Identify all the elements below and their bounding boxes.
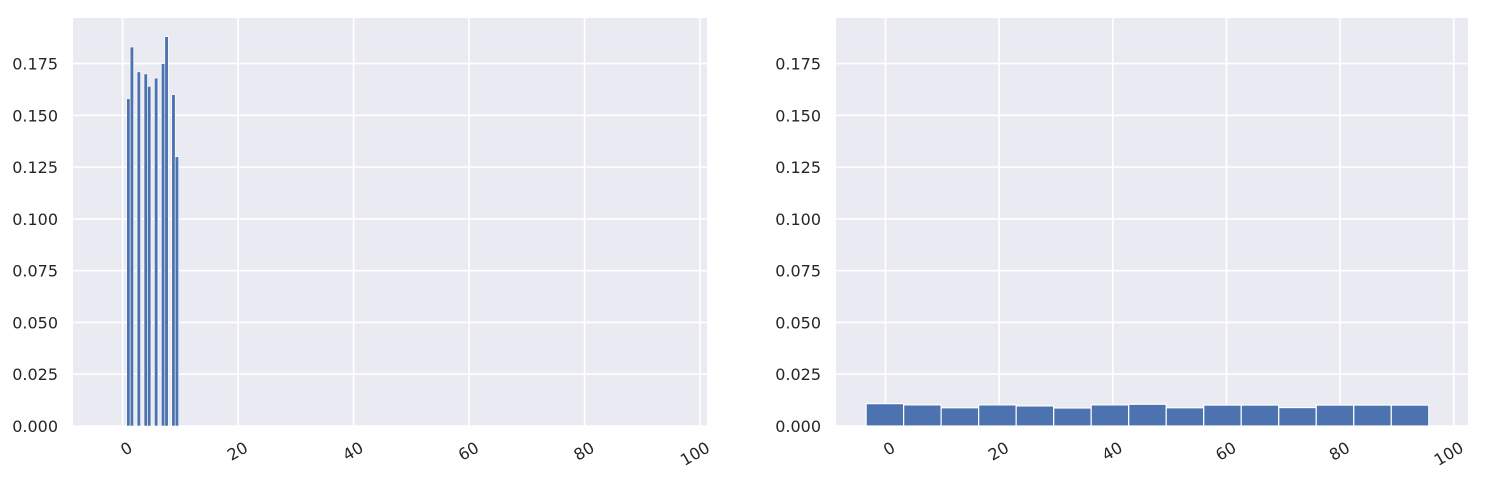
x-tick-label: 100 [1431, 438, 1467, 470]
x-tick-label: 80 [570, 438, 597, 465]
bar [1090, 404, 1130, 427]
bar [147, 86, 152, 427]
y-tick-label: 0.150 [12, 106, 58, 125]
histogram-left: 0.000 0.025 0.050 0.075 0.100 0.125 0.150 0.175… [12, 18, 713, 470]
plot-area [836, 18, 1468, 426]
bar [174, 156, 179, 427]
bar [1240, 404, 1280, 427]
bar [154, 77, 159, 427]
y-tick-label: 0.075 [775, 262, 821, 281]
y-tick-label: 0.100 [12, 210, 58, 229]
y-tick-label: 0.175 [12, 55, 58, 74]
y-tick-label: 0.175 [775, 55, 821, 74]
y-tick-label: 0.050 [12, 313, 58, 332]
x-tick-label: 40 [339, 438, 366, 465]
bar [1015, 405, 1055, 427]
bar [1203, 404, 1242, 427]
bar [1278, 406, 1317, 427]
x-tick-label: 40 [1099, 438, 1126, 465]
y-tick-label: 0.100 [775, 210, 821, 229]
x-tick-label: 20 [985, 438, 1012, 465]
bar [1053, 407, 1092, 427]
bar [126, 98, 131, 427]
bar [903, 404, 942, 427]
histogram-right: 0.000 0.025 0.050 0.075 0.100 0.125 0.150 0.175… [775, 18, 1468, 470]
x-tick-label: 0 [117, 438, 135, 460]
y-tick-label: 0.000 [12, 417, 58, 436]
y-tick-label: 0.125 [12, 158, 58, 177]
bar [978, 404, 1017, 427]
x-tick-label: 20 [224, 438, 251, 465]
bar [1165, 407, 1205, 427]
x-tick-label: 60 [455, 438, 482, 465]
y-tick-label: 0.025 [12, 365, 58, 384]
bar [865, 403, 905, 427]
bar [1390, 404, 1430, 427]
bar [164, 36, 169, 427]
bar [129, 46, 134, 427]
bar [1128, 403, 1167, 427]
bar [143, 73, 148, 427]
y-tick-label: 0.050 [775, 313, 821, 332]
bar [161, 63, 166, 427]
bar [1315, 404, 1355, 427]
y-tick-label: 0.075 [12, 262, 58, 281]
bar [940, 407, 980, 427]
x-tick-label: 60 [1212, 438, 1239, 465]
bar [171, 94, 176, 427]
y-tick-label: 0.025 [775, 365, 821, 384]
x-tick-label: 80 [1326, 438, 1353, 465]
bar [1353, 404, 1392, 427]
y-tick-label: 0.125 [775, 158, 821, 177]
x-tick-label: 0 [880, 438, 898, 460]
y-tick-label: 0.150 [775, 106, 821, 125]
y-tick-label: 0.000 [775, 417, 821, 436]
bar [136, 71, 141, 427]
x-tick-label: 100 [677, 438, 713, 470]
